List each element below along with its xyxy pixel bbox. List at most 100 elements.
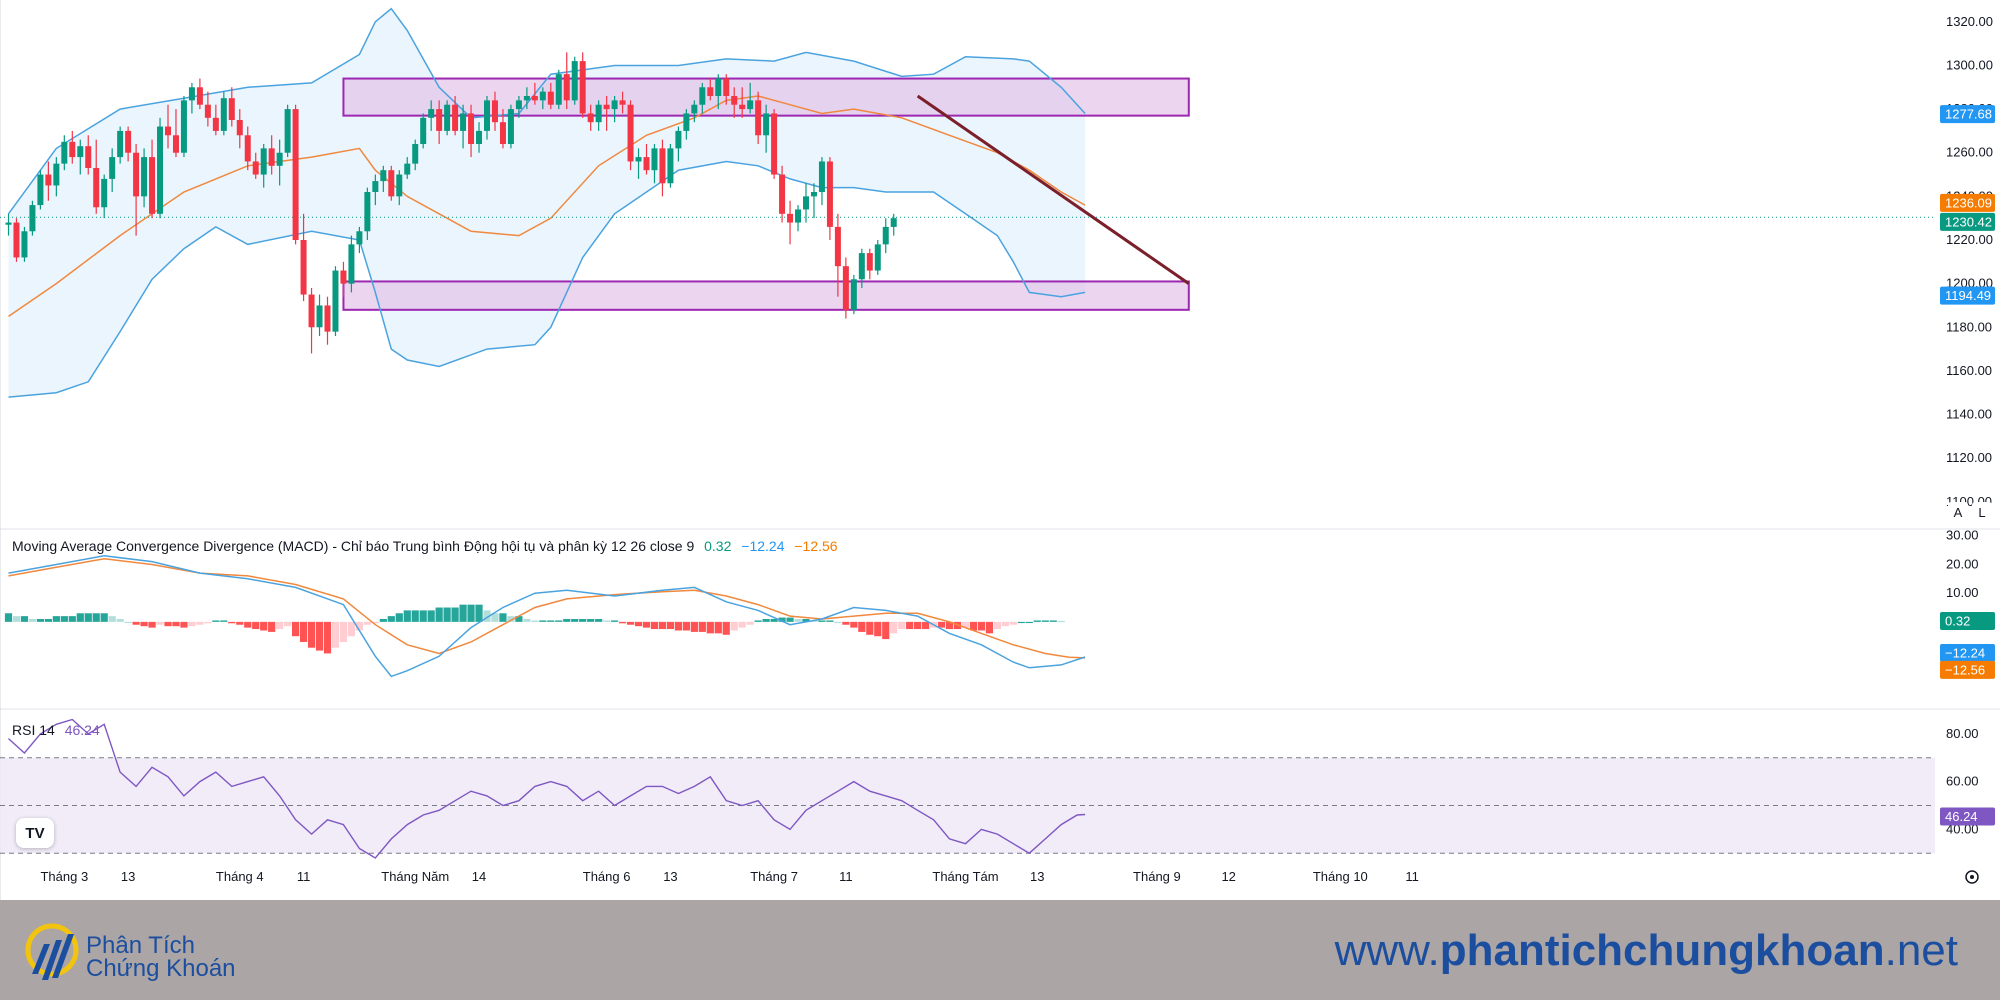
macd-histogram-bar <box>164 621 172 627</box>
macd-histogram-bar <box>475 604 483 622</box>
price-tick-label: 1220.00 <box>1946 232 1993 247</box>
macd-histogram-bar <box>435 607 443 622</box>
candle-body <box>723 78 730 96</box>
candle-body <box>595 104 602 123</box>
macd-histogram-bar <box>794 619 802 622</box>
candle-body <box>13 222 20 258</box>
candle-body <box>117 130 124 158</box>
macd-tag: −12.24 <box>1945 646 1985 661</box>
candle-body <box>826 161 833 227</box>
candle-body <box>53 163 60 186</box>
time-axis-label: Tháng 7 <box>750 869 798 884</box>
candle-body <box>890 218 897 227</box>
macd-histogram-bar <box>116 619 124 622</box>
bollinger-lower-line <box>8 160 1086 398</box>
macd-histogram-bar <box>387 616 395 622</box>
macd-histogram-bar <box>579 619 587 622</box>
candle-body <box>101 178 108 208</box>
tradingview-logo[interactable]: TV <box>16 818 54 848</box>
macd-histogram-bar <box>100 613 108 622</box>
footer-banner: Phân Tích Chứng Khoán www.phantichchungk… <box>0 900 2000 1000</box>
candle-body <box>659 148 666 184</box>
macd-histogram-bar <box>1017 621 1025 624</box>
macd-histogram-bar <box>674 621 682 631</box>
candle-body <box>236 120 243 136</box>
price-tag: 1236.09 <box>1945 195 1992 210</box>
macd-histogram-bar <box>44 619 52 622</box>
macd-histogram-bar <box>228 621 236 624</box>
macd-histogram-bar <box>268 621 276 632</box>
candle-body <box>364 192 371 232</box>
trading-chart[interactable]: 1320.001300.001280.001260.001240.001220.… <box>0 0 2000 900</box>
macd-histogram-bar <box>634 621 643 627</box>
candle-body <box>731 96 738 105</box>
candle-body <box>133 152 140 197</box>
macd-histogram-bar <box>1041 620 1049 622</box>
candle-body <box>260 148 267 175</box>
macd-histogram-bar <box>180 621 188 628</box>
macd-histogram-bar <box>937 621 946 628</box>
candle-body <box>858 253 865 280</box>
time-axis-label: Tháng Năm <box>381 869 449 884</box>
rsi-tick-label: 80.00 <box>1946 726 1979 741</box>
macd-tick-label: 20.00 <box>1946 556 1979 571</box>
candle-body <box>188 87 195 101</box>
trend-line <box>916 94 1190 285</box>
macd-histogram-bar <box>212 620 220 622</box>
price-tick-label: 1260.00 <box>1946 145 1993 160</box>
macd-histogram-bar <box>850 621 858 628</box>
candle-body <box>85 146 92 168</box>
candle-body <box>452 104 459 131</box>
candle-body <box>180 100 187 153</box>
candle-body <box>555 74 562 105</box>
candle-body <box>93 168 100 208</box>
candle-body <box>165 126 171 136</box>
price-tag: 1194.49 <box>1945 288 1991 303</box>
candle-body <box>484 100 490 131</box>
macd-histogram-bar <box>419 610 427 622</box>
brand-text: Phân Tích Chứng Khoán <box>86 932 236 981</box>
brand-logo[interactable]: Phân Tích Chứng Khoán <box>22 918 262 988</box>
candle-body <box>579 61 586 114</box>
macd-histogram-bar <box>132 621 140 625</box>
macd-histogram-bar <box>252 621 260 630</box>
log-scale-button[interactable]: L <box>1972 502 1992 522</box>
chart-canvas[interactable]: 1320.001300.001280.001260.001240.001220.… <box>0 0 2000 900</box>
macd-histogram-bar <box>738 621 746 628</box>
macd-histogram-bar <box>467 604 475 622</box>
brand-line-1: Phân Tích <box>86 932 195 959</box>
macd-histogram-bar <box>363 621 371 625</box>
time-axis-label: 13 <box>121 869 135 884</box>
macd-histogram-bar <box>906 621 914 630</box>
macd-histogram-bar <box>148 621 156 628</box>
auto-scale-button[interactable]: A <box>1948 502 1968 522</box>
macd-histogram-bar <box>642 621 651 628</box>
macd-histogram-bar <box>108 616 116 622</box>
candle-body <box>45 174 52 186</box>
candle-body <box>332 270 339 332</box>
time-axis-label: Tháng 10 <box>1313 869 1368 884</box>
macd-histogram-bar <box>826 620 834 622</box>
time-axis-label: Tháng 4 <box>216 869 264 884</box>
candle-body <box>5 222 12 225</box>
macd-histogram-bar <box>443 607 451 622</box>
macd-histogram-bar <box>818 620 826 622</box>
price-tick-label: 1120.00 <box>1946 450 1992 465</box>
macd-histogram-bar <box>84 613 92 622</box>
macd-histogram-bar <box>20 616 29 622</box>
macd-tag: 0.32 <box>1945 613 1970 628</box>
candle-body <box>707 87 714 96</box>
macd-histogram-bar <box>28 619 37 622</box>
macd-tag-bg <box>1940 611 1995 630</box>
macd-line-value: −12.24 <box>741 538 785 554</box>
macd-histogram-bar <box>922 621 930 630</box>
rsi-legend[interactable]: RSI 14 46.24 <box>12 722 100 738</box>
macd-histogram-bar <box>1033 620 1041 622</box>
time-axis-label: 11 <box>839 869 853 884</box>
candle-body <box>21 231 28 258</box>
brand-emblem-icon <box>25 923 79 980</box>
macd-histogram-bar <box>603 620 611 622</box>
website-url[interactable]: www.phantichchungkhoan.net <box>1335 926 1958 976</box>
macd-legend[interactable]: Moving Average Convergence Divergence (M… <box>12 538 844 554</box>
macd-histogram-bar <box>874 621 882 637</box>
